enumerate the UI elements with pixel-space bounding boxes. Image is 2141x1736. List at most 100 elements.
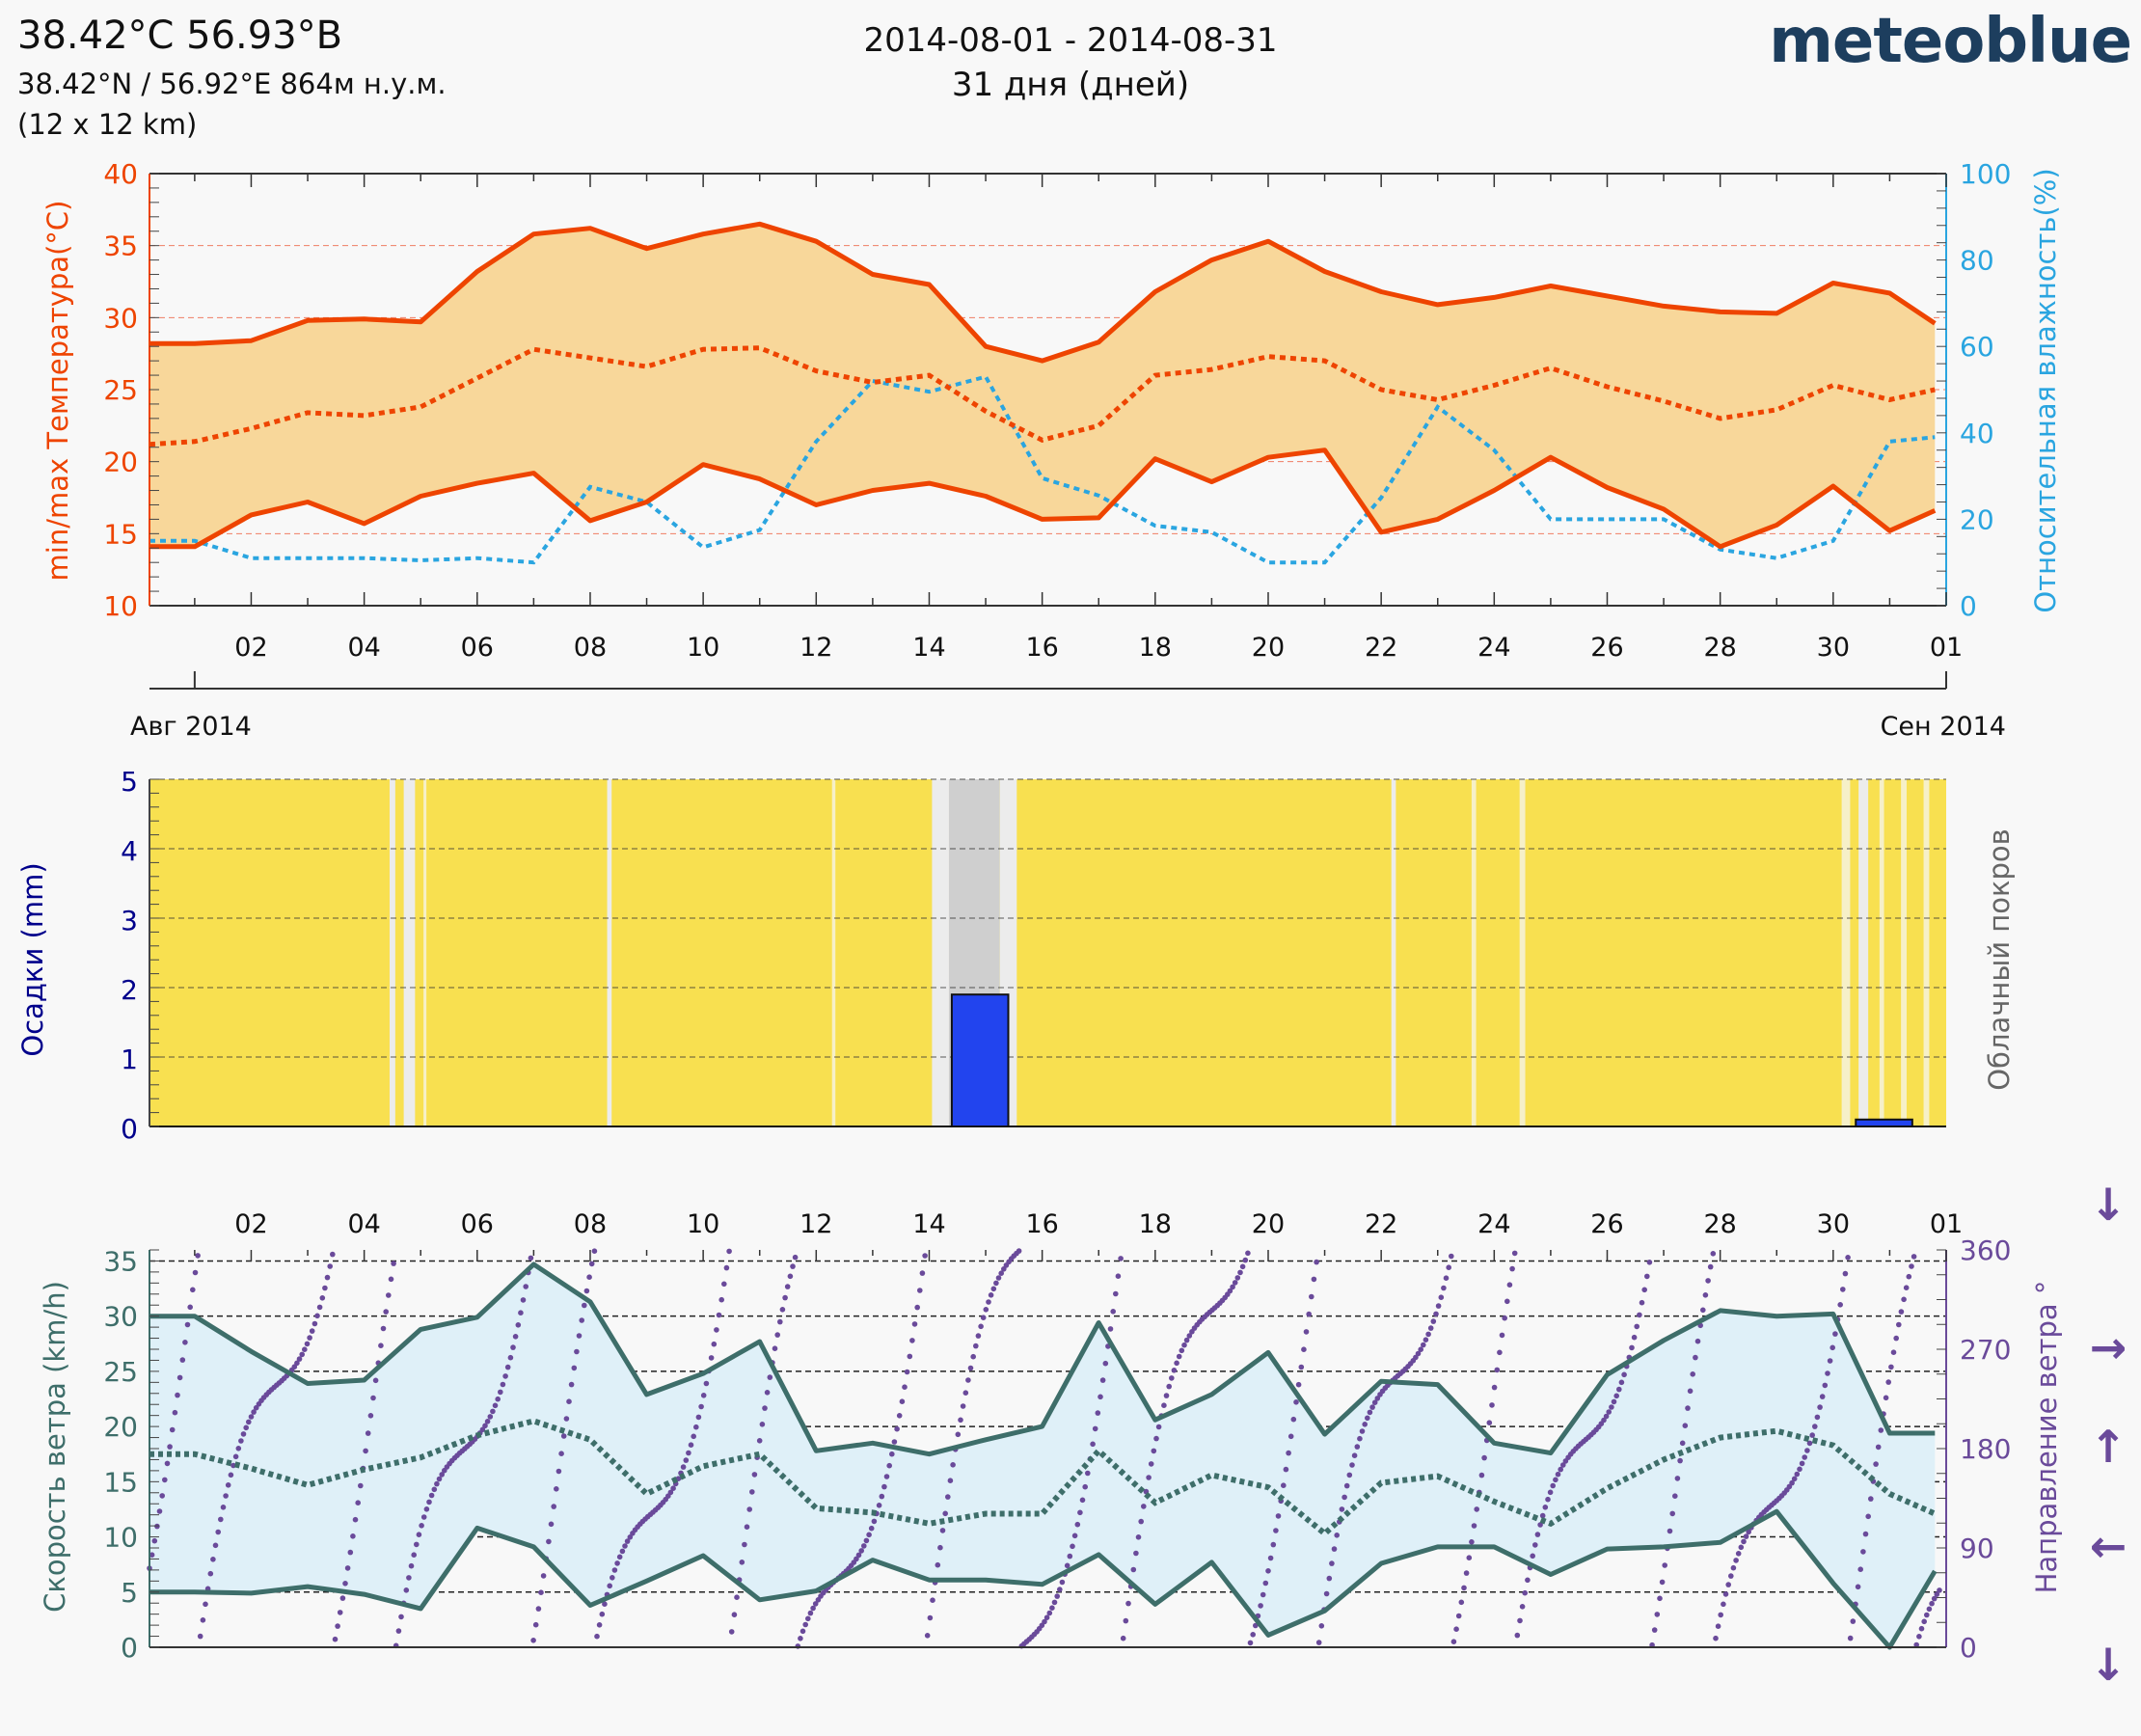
wind-direction-point bbox=[352, 1516, 359, 1523]
wind-direction-point bbox=[299, 1351, 306, 1358]
wind-direction-point bbox=[1450, 1639, 1457, 1644]
wind-direction-point bbox=[686, 1450, 691, 1456]
wind-direction-point bbox=[1059, 1579, 1066, 1586]
date-tick-label: 04 bbox=[347, 1209, 380, 1239]
wind-direction-point bbox=[556, 1468, 562, 1475]
wind-direction-point bbox=[1560, 1462, 1566, 1468]
wind-direction-point bbox=[1842, 1270, 1849, 1277]
temp-axis-title: min/max Температура(°C) bbox=[41, 201, 74, 582]
date-tick-label: 02 bbox=[234, 633, 267, 663]
wind-direction-point bbox=[548, 1521, 555, 1528]
wind-direction-point bbox=[1901, 1296, 1907, 1303]
wind-direction-point bbox=[482, 1423, 488, 1429]
wind-direction-point bbox=[1433, 1311, 1439, 1317]
wind-direction-point bbox=[1654, 1612, 1661, 1617]
wind-direction-point bbox=[342, 1581, 348, 1587]
wind-direction-point bbox=[1260, 1591, 1266, 1598]
wind-direction-point bbox=[937, 1544, 943, 1551]
wind-direction-point bbox=[176, 1374, 183, 1381]
wind-direction-point bbox=[1230, 1284, 1235, 1290]
wind-direction-point bbox=[1797, 1466, 1802, 1473]
wind-direction-point bbox=[767, 1374, 773, 1380]
wind-direction-point bbox=[1311, 1276, 1317, 1283]
wind-direction-point bbox=[805, 1615, 811, 1622]
wind-direction-point bbox=[894, 1425, 900, 1432]
wind-direction-point bbox=[423, 1506, 430, 1512]
wind-direction-point bbox=[1550, 1482, 1556, 1489]
wind-direction-point bbox=[1694, 1338, 1701, 1344]
wind-direction-point bbox=[1141, 1504, 1147, 1509]
wind-direction-point bbox=[1651, 1627, 1658, 1633]
wind-direction-point bbox=[546, 1538, 552, 1545]
wind-direction-point bbox=[212, 1542, 219, 1549]
wind-direction-point bbox=[391, 1261, 396, 1266]
wind-direction-point bbox=[568, 1381, 575, 1388]
wind-direction-point bbox=[1621, 1371, 1627, 1378]
wind-direction-point bbox=[1326, 1575, 1333, 1582]
wind-direction-point bbox=[500, 1381, 506, 1388]
date-tick-label: 24 bbox=[1477, 1209, 1510, 1239]
wind-direction-point bbox=[1107, 1326, 1114, 1332]
month-end-label: Сен 2014 bbox=[1881, 712, 2006, 742]
wind-direction-point bbox=[907, 1353, 913, 1360]
cloud-cover-band bbox=[403, 779, 416, 1126]
wind-direction-tick-label: 0 bbox=[1960, 1632, 1977, 1664]
wind-direction-point bbox=[891, 1439, 898, 1445]
wind-direction-point bbox=[1509, 1265, 1515, 1272]
wind-direction-point bbox=[520, 1297, 527, 1303]
wind-direction-point bbox=[339, 1595, 346, 1601]
wind-direction-point bbox=[431, 1486, 438, 1493]
wind-direction-point bbox=[1735, 1551, 1742, 1557]
wind-direction-point bbox=[535, 1606, 542, 1612]
wind-direction-point bbox=[182, 1340, 188, 1345]
wind-direction-point bbox=[1486, 1420, 1493, 1425]
wind-direction-point bbox=[1806, 1440, 1813, 1447]
wind-direction-point bbox=[406, 1575, 412, 1581]
wind-direction-point bbox=[1232, 1280, 1238, 1286]
date-tick-label: 08 bbox=[574, 633, 607, 663]
date-tick-label: 12 bbox=[799, 1209, 832, 1239]
wind-direction-point bbox=[1502, 1315, 1507, 1321]
wind-direction-point bbox=[1489, 1402, 1495, 1408]
wind-direction-point bbox=[889, 1451, 895, 1457]
location-coordinates: 38.42°C 56.93°B bbox=[17, 14, 343, 58]
wind-direction-point bbox=[1351, 1452, 1358, 1458]
wind-direction-point bbox=[388, 1276, 394, 1283]
wind-direction-point bbox=[1802, 1454, 1807, 1460]
wind-direction-point bbox=[307, 1335, 312, 1341]
wind-direction-point bbox=[1016, 1248, 1022, 1254]
wind-direction-point bbox=[1074, 1521, 1081, 1528]
wind-direction-point bbox=[1265, 1568, 1271, 1574]
wind-direction-point bbox=[1705, 1278, 1711, 1284]
wind-direction-point bbox=[924, 1633, 931, 1639]
wind-direction-point bbox=[1359, 1428, 1366, 1434]
wind-direction-point bbox=[855, 1552, 862, 1559]
wind-direction-point bbox=[945, 1494, 951, 1500]
wind-speed-tick-label: 15 bbox=[103, 1466, 138, 1498]
date-tick-label: 24 bbox=[1477, 633, 1510, 663]
wind-direction-point bbox=[1258, 1603, 1263, 1609]
wind-direction-point bbox=[904, 1369, 910, 1375]
wind-direction-point bbox=[909, 1338, 915, 1343]
wind-direction-point bbox=[1135, 1534, 1142, 1540]
wind-direction-point bbox=[1098, 1394, 1103, 1400]
wind-direction-point bbox=[1791, 1476, 1798, 1482]
wind-direction-point bbox=[807, 1610, 814, 1616]
wind-direction-point bbox=[784, 1284, 791, 1289]
wind-direction-point bbox=[1730, 1564, 1737, 1571]
wind-direction-point bbox=[917, 1288, 923, 1293]
wind-direction-point bbox=[1906, 1273, 1912, 1280]
wind-direction-point bbox=[1067, 1553, 1073, 1560]
wind-direction-point bbox=[667, 1489, 674, 1496]
wind-direction-point bbox=[1911, 1254, 1917, 1260]
cloud-cover-band bbox=[1471, 779, 1477, 1126]
cloud-cover-band bbox=[831, 779, 836, 1126]
wind-direction-point bbox=[408, 1562, 415, 1569]
wind-direction-point bbox=[723, 1264, 730, 1271]
wind-direction-point bbox=[1171, 1368, 1178, 1373]
wind-direction-point bbox=[1314, 1259, 1319, 1265]
wind-direction-point bbox=[1166, 1383, 1172, 1390]
wind-direction-point bbox=[386, 1292, 392, 1298]
wind-direction-point bbox=[1504, 1298, 1510, 1305]
precip-tick-label: 1 bbox=[121, 1044, 138, 1075]
